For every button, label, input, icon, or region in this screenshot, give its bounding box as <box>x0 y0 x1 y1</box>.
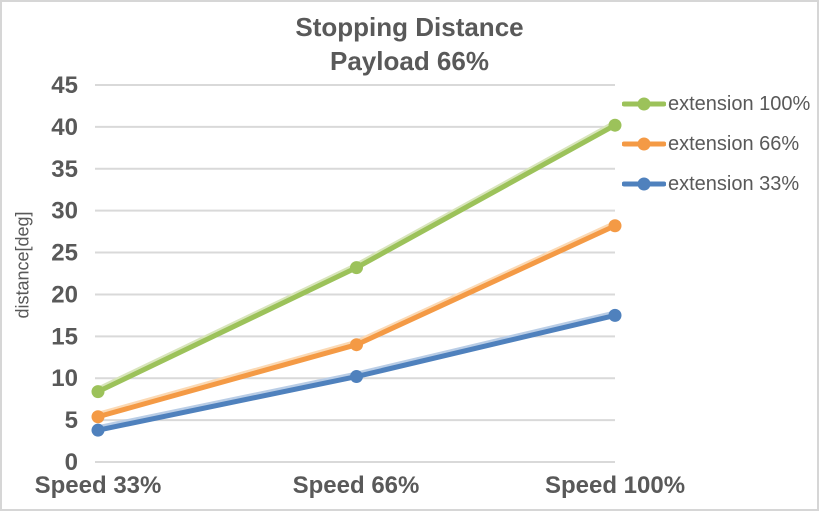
svg-text:20: 20 <box>51 281 78 308</box>
y-axis-title: distance[deg] <box>12 211 33 319</box>
chart-title-block: Stopping Distance Payload 66% <box>2 10 817 78</box>
legend-item-extension-100: extension 100% <box>622 84 810 124</box>
svg-text:45: 45 <box>51 72 78 99</box>
svg-text:0: 0 <box>65 449 78 476</box>
x-axis-label-speed-66: Speed 66% <box>292 472 420 499</box>
x-axis-label-speed-33: Speed 33% <box>34 472 162 499</box>
legend-item-extension-33: extension 33% <box>622 164 810 204</box>
chart-title: Stopping Distance <box>295 12 524 42</box>
line-marker-icon <box>622 177 666 191</box>
legend-label: extension 33% <box>668 172 800 195</box>
legend-item-extension-66: extension 66% <box>622 124 810 164</box>
chart-subtitle: Payload 66% <box>330 46 489 76</box>
legend: extension 100% extension 66% extension 3… <box>622 84 810 204</box>
line-marker-icon <box>622 137 666 151</box>
svg-text:25: 25 <box>51 240 78 267</box>
svg-text:15: 15 <box>51 323 78 350</box>
svg-text:5: 5 <box>65 407 78 434</box>
svg-text:35: 35 <box>51 156 78 183</box>
legend-label: extension 100% <box>668 92 811 115</box>
line-marker-icon <box>622 97 666 111</box>
svg-text:10: 10 <box>51 365 78 392</box>
svg-text:40: 40 <box>51 114 78 141</box>
svg-text:30: 30 <box>51 198 78 225</box>
x-axis-label-speed-100: Speed 100% <box>544 472 686 499</box>
legend-label: extension 66% <box>668 132 800 155</box>
